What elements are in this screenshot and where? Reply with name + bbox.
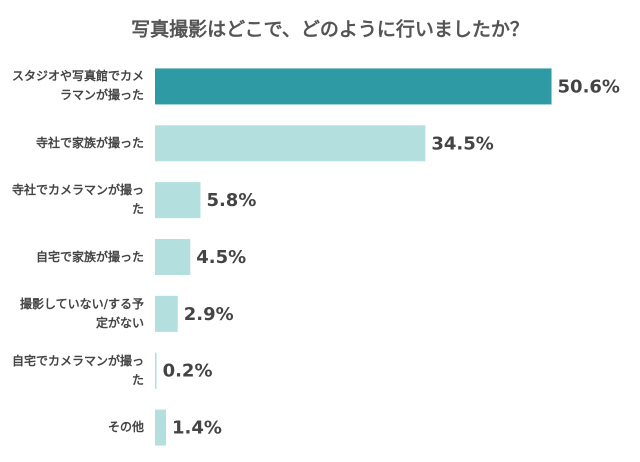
value-label: 4.5% bbox=[196, 247, 246, 268]
bar bbox=[155, 409, 166, 446]
bar bbox=[155, 125, 426, 162]
value-label: 5.8% bbox=[206, 190, 256, 211]
category-label: 寺社でカメラマンが撮った bbox=[8, 175, 144, 225]
category-text: 自宅で家族が撮った bbox=[35, 249, 144, 264]
bar bbox=[155, 352, 157, 389]
value-label: 1.4% bbox=[172, 418, 222, 439]
category-label: 撮影していない/する予定がない bbox=[8, 289, 144, 339]
bar bbox=[155, 68, 552, 105]
category-label: スタジオや写真館でカメラマンが撮った bbox=[8, 61, 144, 111]
category-text: スタジオや写真館でカメラマンが撮った bbox=[11, 69, 144, 103]
category-label: その他 bbox=[8, 403, 144, 453]
value-label: 2.9% bbox=[184, 304, 234, 325]
category-text: 寺社でカメラマンが撮った bbox=[11, 183, 144, 217]
category-text: 寺社で家族が撮った bbox=[35, 135, 144, 150]
bar bbox=[155, 182, 201, 219]
category-label: 自宅で家族が撮った bbox=[8, 232, 144, 282]
bar bbox=[155, 239, 191, 275]
category-text: その他 bbox=[107, 420, 144, 435]
category-text: 撮影していない/する予定がない bbox=[19, 296, 144, 330]
value-label: 50.6% bbox=[558, 76, 620, 97]
bar bbox=[155, 295, 178, 332]
category-text: 自宅でカメラマンが撮った bbox=[11, 353, 144, 387]
category-label: 自宅でカメラマンが撮った bbox=[8, 346, 144, 396]
value-label: 34.5% bbox=[431, 133, 493, 154]
category-label: 寺社で家族が撮った bbox=[8, 118, 144, 168]
chart-title: 写真撮影はどこで、どのように行いましたか？ bbox=[131, 18, 529, 41]
value-label: 0.2% bbox=[163, 361, 213, 382]
